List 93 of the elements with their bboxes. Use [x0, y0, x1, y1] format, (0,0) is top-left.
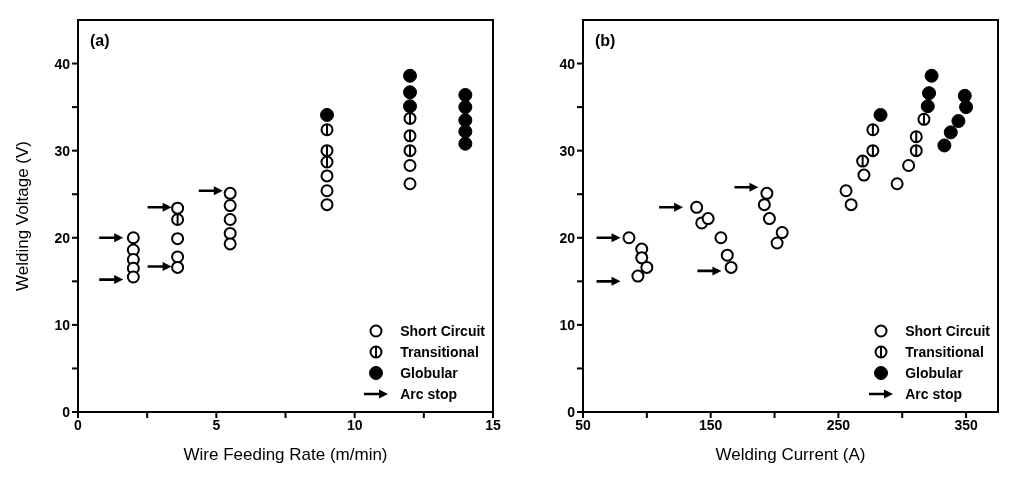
y-tick-label: 30	[54, 142, 71, 159]
x-axis-title: Welding Current (A)	[715, 445, 866, 464]
point	[171, 232, 185, 246]
text: (b)	[595, 32, 616, 50]
point	[762, 212, 776, 226]
x-tick-label: 250	[826, 416, 851, 433]
point	[943, 125, 958, 140]
point	[171, 260, 185, 274]
point	[458, 124, 473, 139]
point	[223, 186, 237, 200]
point	[320, 107, 334, 122]
x-tick-label: 350	[954, 416, 978, 433]
legend-label: Short Circuit	[905, 322, 990, 339]
point	[640, 260, 654, 274]
point	[223, 199, 237, 213]
point	[223, 237, 237, 251]
legend-label: Globular	[400, 364, 458, 381]
point	[957, 88, 972, 103]
y-tick-label: 10	[54, 316, 71, 333]
point	[770, 236, 784, 250]
point	[724, 260, 738, 274]
point	[458, 87, 473, 102]
y-axis-title: Welding Voltage (V)	[13, 141, 33, 291]
point	[403, 129, 417, 143]
point	[760, 186, 774, 200]
point	[873, 107, 888, 122]
point	[924, 68, 939, 83]
point	[920, 99, 935, 114]
point	[866, 144, 880, 158]
point	[909, 130, 923, 144]
point	[844, 198, 858, 212]
point	[937, 138, 952, 153]
point	[909, 144, 923, 158]
point	[720, 248, 734, 262]
point	[320, 169, 334, 183]
x-tick-label: 10	[346, 416, 363, 433]
y-tick-label: 40	[559, 55, 576, 72]
y-tick-label: 20	[559, 229, 576, 246]
point	[403, 177, 417, 191]
legend-label: Transitional	[400, 343, 479, 360]
point	[403, 158, 417, 172]
point	[857, 168, 871, 182]
legend-label: Globular	[905, 364, 963, 381]
point	[458, 100, 473, 115]
y-tick-label: 0	[62, 403, 71, 420]
point	[403, 144, 417, 158]
y-tick-label: 20	[54, 229, 71, 246]
y-tick-label: 30	[559, 142, 576, 159]
point	[403, 99, 417, 114]
point	[757, 198, 771, 212]
point	[458, 136, 473, 151]
point	[839, 184, 853, 198]
text: (a)	[90, 32, 110, 50]
point	[701, 212, 715, 226]
x-tick-label: 50	[575, 416, 591, 433]
point	[126, 231, 140, 245]
point	[959, 100, 974, 115]
x-tick-label: 5	[212, 416, 221, 433]
point	[856, 154, 870, 168]
point	[917, 112, 931, 126]
point	[403, 85, 417, 100]
x-tick-label: 0	[74, 416, 83, 433]
point	[714, 231, 728, 245]
point	[126, 270, 140, 284]
point	[320, 184, 334, 198]
legend-label: Arc stop	[905, 385, 963, 402]
point	[635, 251, 649, 265]
point	[320, 198, 334, 212]
y-tick-label: 10	[559, 316, 576, 333]
point	[622, 231, 636, 245]
y-tick-label: 40	[54, 55, 71, 72]
point	[171, 250, 185, 264]
point	[690, 200, 704, 214]
point	[902, 158, 916, 172]
x-tick-label: 15	[485, 416, 501, 433]
point	[890, 177, 904, 191]
x-axis-title: Wire Feeding Rate (m/min)	[183, 445, 388, 464]
point	[223, 212, 237, 226]
legend-label: Short Circuit	[400, 322, 485, 339]
point	[223, 226, 237, 240]
y-tick-label: 0	[567, 403, 576, 420]
point	[631, 269, 645, 283]
point	[171, 212, 185, 226]
point	[403, 68, 417, 83]
legend-label: Transitional	[905, 343, 984, 360]
point	[922, 86, 937, 101]
point	[171, 201, 185, 215]
legend-label: Arc stop	[400, 385, 458, 402]
point	[866, 123, 880, 137]
point	[775, 226, 789, 240]
point	[951, 114, 966, 129]
x-tick-label: 150	[699, 416, 723, 433]
point	[320, 123, 334, 137]
